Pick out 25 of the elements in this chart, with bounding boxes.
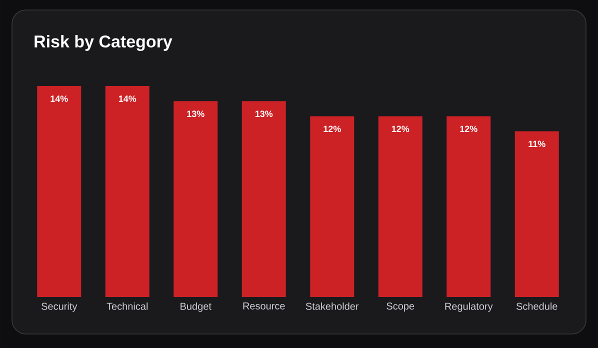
data-label: 14% xyxy=(50,96,68,102)
x-tick-label: Budget xyxy=(180,302,212,312)
bar xyxy=(37,86,82,297)
data-label: 13% xyxy=(187,110,204,118)
x-tick-label: Scope xyxy=(386,302,414,312)
bar xyxy=(310,116,354,297)
x-tick-label: Resource xyxy=(243,302,285,310)
bar xyxy=(514,131,559,297)
data-label: 13% xyxy=(255,110,273,118)
chart-title: Risk by Category xyxy=(34,35,172,51)
x-tick-label: Technical xyxy=(106,302,148,310)
x-tick-label: Regulatory xyxy=(445,302,493,312)
x-tick-label: Stakeholder xyxy=(306,302,359,310)
x-tick-label: Security xyxy=(42,302,78,312)
bar xyxy=(174,101,218,297)
data-label: 12% xyxy=(324,126,341,132)
data-label: 14% xyxy=(118,96,136,102)
data-label: 12% xyxy=(460,126,478,132)
x-tick-label: Schedule xyxy=(516,302,558,310)
bar xyxy=(242,101,286,297)
data-label: 12% xyxy=(392,126,410,132)
bar xyxy=(446,116,491,297)
bar xyxy=(105,86,150,297)
data-label: 11% xyxy=(528,140,546,148)
bar xyxy=(378,116,422,297)
